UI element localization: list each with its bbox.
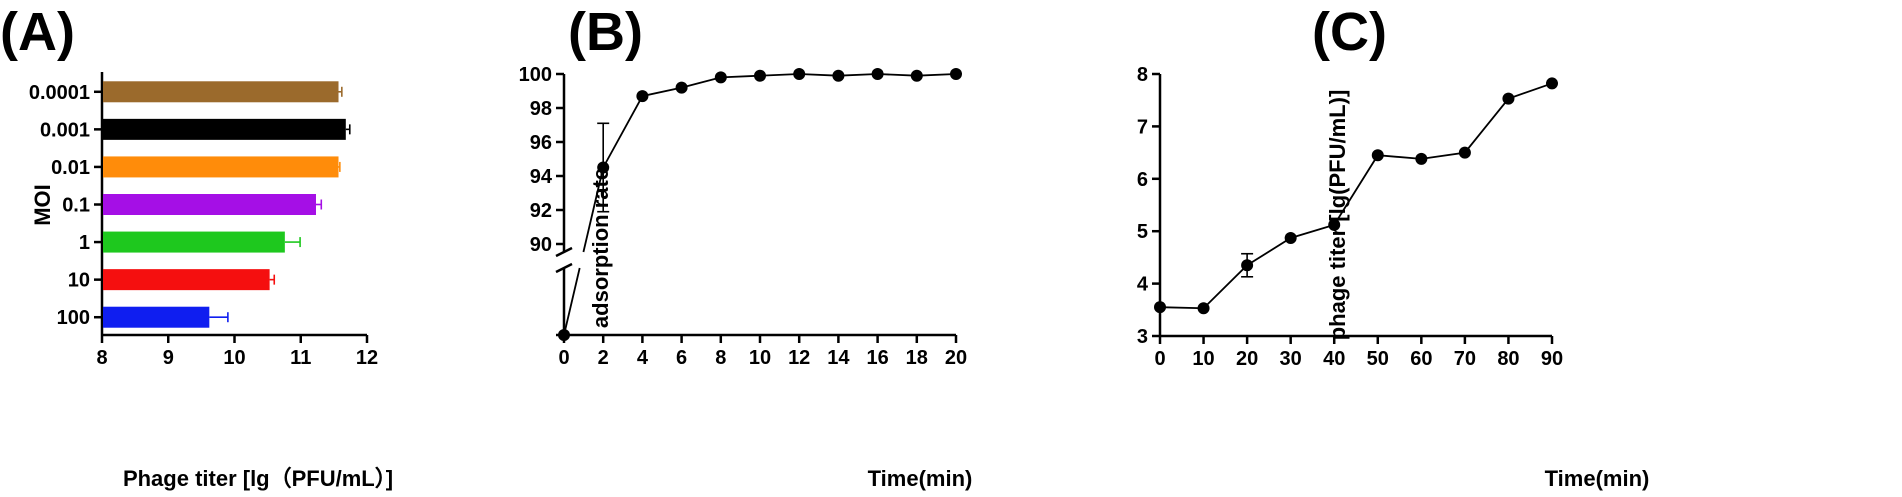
panel-c-ylabel: phage titer [lg(PFU/mL)] [1325, 90, 1350, 341]
panel-c-y-tick-label: 6 [1137, 169, 1148, 191]
panel-a-xlabel: Phage titer [lg（PFU/mL）] [123, 466, 393, 491]
panel-c-y-tick-label: 5 [1137, 221, 1148, 243]
panel-b-x-tick-label: 18 [906, 347, 928, 369]
panel-b-x-tick-label: 2 [598, 347, 609, 369]
panel-a-x-tick-label: 12 [356, 347, 378, 369]
panel-c-letter: (C) [1312, 2, 1387, 62]
panel-a-bar [103, 306, 210, 328]
panel-c-x-tick-label: 60 [1410, 348, 1432, 370]
panel-b-y-tick-label: 100 [519, 64, 552, 86]
panel-a-bar [103, 194, 316, 215]
panel-a-bar [103, 81, 339, 103]
panel-a-y-tick-label: 1 [79, 232, 90, 254]
panel-a-bar [103, 269, 270, 291]
panel-a-bar-chart: MOI Phage titer [lg（PFU/mL）] 0.0001 0.001… [29, 72, 393, 491]
panel-a-bar [103, 156, 339, 178]
panel-a-y-tick-label: 100 [57, 307, 90, 329]
panel-c-data-point [1546, 77, 1558, 90]
panel-c-data-point [1371, 149, 1384, 162]
panel-c-data-point [1502, 92, 1515, 105]
panel-a-y-tick-label: 0.01 [51, 157, 90, 179]
panel-b-data-point [675, 81, 688, 94]
panel-a-x-tick-label: 10 [223, 347, 245, 369]
panel-c-y-tick-label: 7 [1137, 116, 1148, 138]
panel-b-x-tick-label: 6 [676, 347, 687, 369]
panel-b-data-point [714, 71, 727, 84]
panel-b-data-point [950, 68, 962, 80]
panel-c-y-tick-label: 4 [1137, 274, 1149, 296]
panel-b-y-tick-label: 98 [530, 98, 552, 120]
panel-b-ylabel: adsorption rate [588, 168, 613, 328]
panel-c-x-tick-label: 10 [1192, 348, 1214, 370]
panel-c-x-tick-label: 40 [1323, 348, 1345, 370]
panel-b-y-tick-label: 92 [530, 200, 552, 222]
panel-c-xlabel: Time(min) [1545, 466, 1650, 491]
panel-b-x-tick-label: 0 [558, 347, 569, 369]
panel-b-xlabel: Time(min) [868, 466, 973, 491]
panel-b-x-tick-label: 4 [637, 347, 649, 369]
panel-a-y-tick-label: 0.001 [40, 119, 90, 141]
panel-c-x-tick-label: 30 [1280, 348, 1302, 370]
panel-b-series-line [582, 167, 605, 253]
panel-b-y-tick-label: 96 [530, 132, 552, 154]
panel-c-series-line [1159, 82, 1553, 310]
panel-c-data-point [1241, 259, 1254, 272]
panel-c-data-point [1328, 218, 1341, 231]
panel-a-x-tick-label: 8 [96, 347, 107, 369]
panel-b-data-point [832, 69, 845, 82]
panel-a-letter: (A) [0, 2, 75, 62]
panel-a-y-tick-label: 0.1 [62, 195, 90, 217]
panel-c-x-tick-label: 80 [1497, 348, 1519, 370]
panel-c-y-tick-label: 8 [1137, 64, 1148, 86]
panel-c-line-chart: phage titer [lg(PFU/mL)] Time(min) 3 4 5 6 7… [1137, 64, 1649, 491]
panel-c-data-point [1284, 232, 1297, 245]
panel-b-data-point [597, 161, 610, 174]
panel-c-x-tick-label: 0 [1154, 348, 1165, 370]
panel-c-data-point [1154, 301, 1166, 314]
panel-b-x-tick-label: 20 [945, 347, 967, 369]
panel-c-data-point [1415, 152, 1428, 165]
panel-b-line-chart: adsorption rate Time(min) 90 92 94 96 98 100 0… [519, 64, 973, 491]
panel-c-x-tick-label: 90 [1541, 348, 1563, 370]
panel-b-series-line [563, 267, 581, 336]
panel-c-x-tick-label: 70 [1454, 348, 1476, 370]
panel-b-y-tick-label: 90 [530, 234, 552, 256]
panel-a-y-tick-label: 10 [68, 270, 90, 292]
panel-c-x-tick-label: 20 [1236, 348, 1258, 370]
panel-b-data-point [910, 69, 923, 82]
panel-a-x-tick-label: 11 [290, 347, 311, 369]
panel-b-data-point [793, 68, 806, 80]
panel-b-y-tick-label: 94 [530, 166, 553, 188]
panel-b-series-line [602, 73, 957, 168]
panel-b-axis-break-mark [555, 246, 573, 258]
panel-b-data-point [754, 69, 766, 82]
panel-b-axis-break-mark [555, 262, 573, 274]
panel-b-data-point [871, 68, 884, 80]
panel-c-data-point [1197, 302, 1210, 315]
panel-c-y-tick-label: 3 [1137, 326, 1148, 348]
panel-b-x-tick-label: 16 [866, 347, 888, 369]
panel-b-letter: (B) [568, 2, 643, 62]
panel-b-x-tick-label: 12 [788, 347, 810, 369]
panel-a-bar [103, 231, 285, 253]
panel-a-ylabel: MOI [30, 184, 55, 226]
panel-a-x-tick-label: 9 [163, 347, 174, 369]
panel-b-x-tick-label: 14 [827, 347, 850, 369]
panel-b-data-point [636, 90, 649, 103]
panel-b-x-tick-label: 10 [749, 347, 771, 369]
panel-c-data-point [1458, 146, 1471, 159]
panel-a-bar [103, 118, 346, 140]
panel-c-x-tick-label: 50 [1367, 348, 1389, 370]
panel-b-data-point [558, 329, 570, 341]
panel-a-y-tick-label: 0.0001 [29, 82, 90, 104]
panel-b-x-tick-label: 8 [715, 347, 726, 369]
